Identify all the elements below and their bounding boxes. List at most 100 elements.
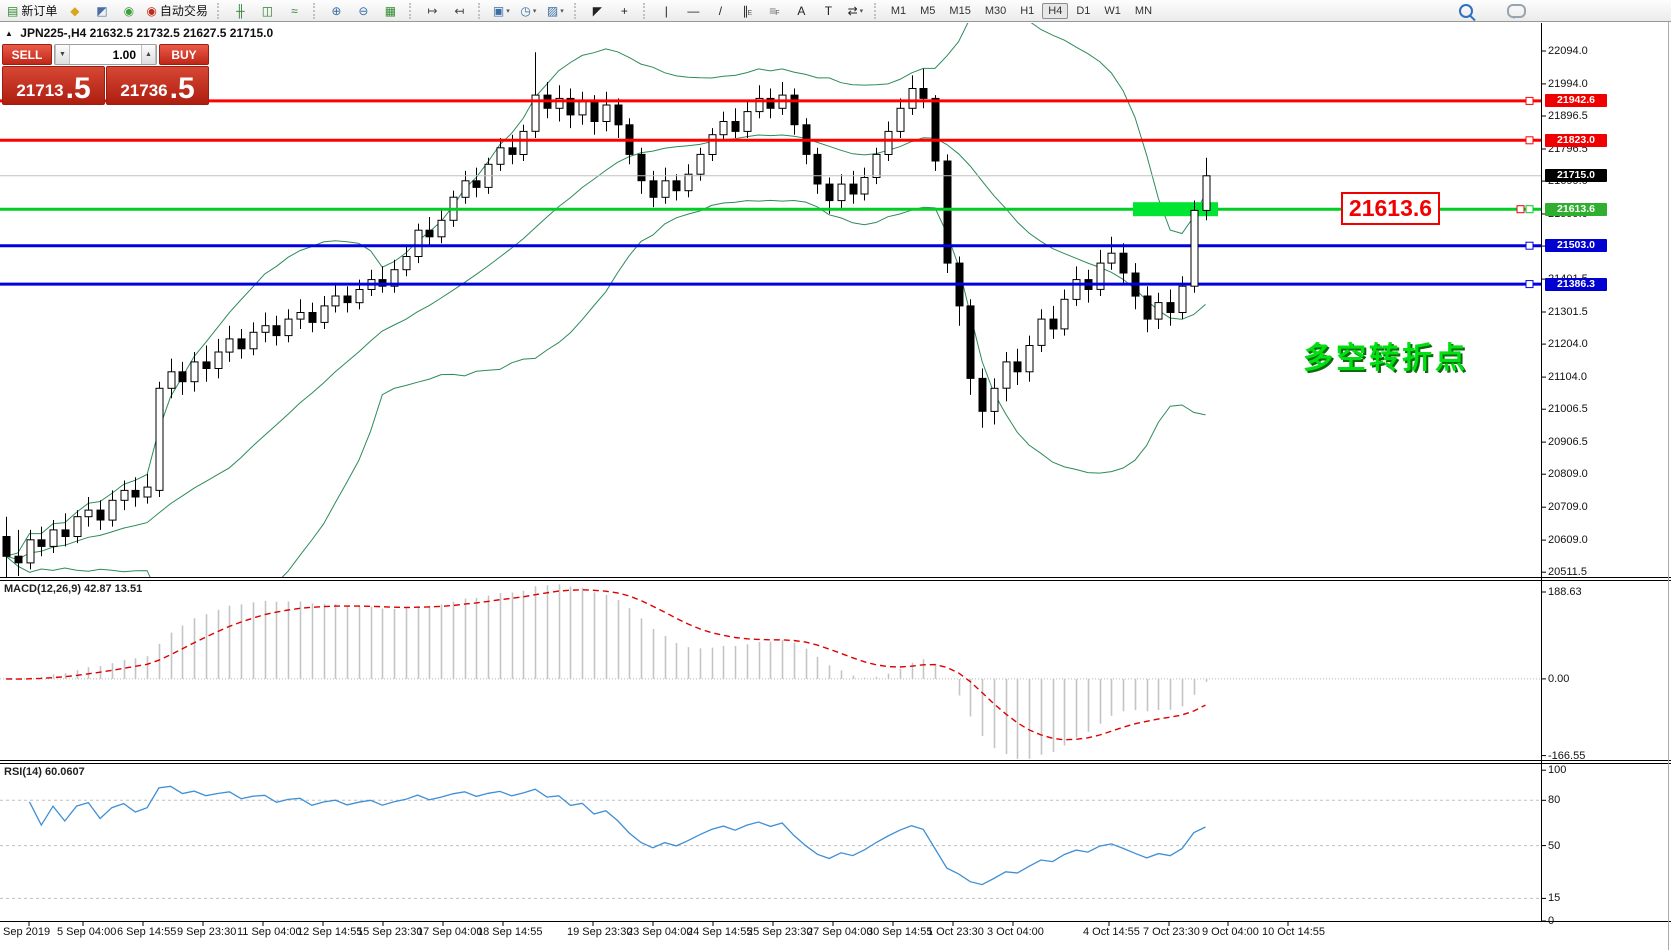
rsi-axis-tick: 15 [1548, 892, 1561, 905]
timeframe-button-h1[interactable]: H1 [1020, 4, 1035, 17]
time-axis-label: 23 Sep 04:00 [627, 926, 693, 938]
rsi-axis-tick: 50 [1548, 839, 1561, 852]
price-axis-tick: 22094.0 [1548, 44, 1588, 57]
bar-chart-icon[interactable]: ╫ [236, 3, 245, 18]
toolbar-separator [477, 2, 483, 19]
zoom-out-icon[interactable]: ⊖ [358, 3, 369, 18]
price-line-label: 21823.0 [1545, 133, 1607, 147]
macd-histogram [17, 584, 1208, 759]
volume-input[interactable] [70, 45, 141, 64]
price-axis-tick: 20906.5 [1548, 436, 1588, 449]
price-line-label: 21942.6 [1545, 94, 1607, 108]
price-axis-tick: 21006.5 [1548, 403, 1588, 416]
rsi-indicator-label: RSI(14) 60.0607 [4, 766, 85, 778]
line-handle[interactable] [1525, 280, 1534, 289]
bollinger-lower-band [5, 199, 1206, 577]
tile-windows-icon[interactable]: ▦ [384, 3, 397, 18]
label-icon[interactable]: T [824, 3, 833, 18]
community-icon[interactable]: ◩ [96, 3, 108, 18]
timeframe-button-m15[interactable]: M15 [949, 4, 971, 17]
price-axis-tick: 21104.0 [1548, 371, 1587, 384]
auto-scroll-icon[interactable]: ↦ [427, 3, 438, 18]
vertical-line-icon[interactable]: | [664, 3, 668, 18]
candlestick-series-latest [1190, 157, 1211, 293]
buy-button[interactable]: BUY [159, 44, 209, 65]
time-axis-label: 9 Oct 04:00 [1202, 926, 1259, 938]
rsi-panel [0, 785, 1541, 899]
line-handle[interactable] [1525, 136, 1534, 145]
sell-button[interactable]: SELL [2, 44, 52, 65]
macd-indicator-label: MACD(12,26,9) 42.87 13.51 [4, 583, 143, 595]
time-axis-label: 4 Oct 14:55 [1083, 926, 1140, 938]
autotrading-button[interactable]: ◉ 自动交易 [146, 3, 208, 18]
time-axis-label: 11 Sep 04:00 [237, 926, 302, 938]
horizontal-line-objects[interactable] [0, 99, 1541, 286]
horizontal-line-icon[interactable]: — [687, 3, 700, 18]
turning-point-annotation[interactable]: 多空转折点 [1303, 342, 1468, 375]
sell-price[interactable]: 21713 .5 [2, 66, 105, 105]
time-axis-label: 12 Sep 14:55 [297, 926, 363, 938]
toolbar-separator [312, 2, 318, 19]
time-axis-label: 19 Sep 23:30 [567, 926, 633, 938]
new-order-button[interactable]: ▤ 新订单 [7, 3, 58, 18]
timeframe-button-w1[interactable]: W1 [1104, 4, 1121, 17]
arrows-icon[interactable]: ⇄ ▾ [847, 3, 864, 18]
price-axis-tick: 21896.5 [1548, 110, 1588, 123]
price-annotation-label[interactable]: 21613.6 [1341, 192, 1440, 225]
line-handle[interactable] [1525, 96, 1534, 105]
periods-icon[interactable]: ◷ ▾ [520, 3, 537, 18]
volume-up-button[interactable]: ▲ [141, 45, 156, 64]
search-icon[interactable] [1459, 3, 1473, 18]
candle-chart-icon[interactable]: ◫ [261, 3, 274, 18]
time-axis-label: 27 Sep 04:00 [807, 926, 873, 938]
toolbar: ▤ 新订单 ◆ ◩ ◉ ◉ 自动交易 ╫ ◫ ≈ ⊕ ⊖ ▦ ↦ ↤ ▣ ▾ ◷ ▾ ▨ ▾ ◤ + | — / ∥ E ≡ F A T ⇄ ▾ M… [0, 0, 1671, 22]
line-handle[interactable] [1525, 241, 1534, 250]
toolbar-separator [873, 2, 879, 19]
time-axis-label: 15 Sep 23:30 [357, 926, 423, 938]
timeframe-button-mn[interactable]: MN [1134, 4, 1153, 17]
signals-icon[interactable]: ◉ [123, 3, 135, 18]
cursor-icon[interactable]: ◤ [592, 3, 602, 18]
price-axis-tick: 21301.5 [1548, 306, 1588, 319]
timeframe-button-m5[interactable]: M5 [920, 4, 936, 17]
crosshair-icon[interactable]: + [620, 3, 628, 18]
rsi-axis-tick: 80 [1548, 794, 1561, 807]
symbol-name: JPN225-,H4 [20, 26, 87, 40]
timeframe-button-d1[interactable]: D1 [1076, 4, 1091, 17]
sell-price-frac: .5 [65, 72, 91, 105]
chart-shift-icon[interactable]: ↤ [454, 3, 465, 18]
toolbar-separator [642, 2, 648, 19]
trendline-icon[interactable]: / [718, 3, 723, 18]
time-axis-label: 18 Sep 14:55 [477, 926, 543, 938]
line-handle[interactable] [1525, 205, 1534, 214]
fibonacci-icon[interactable]: ≡ F [769, 3, 780, 18]
buy-price[interactable]: 21736 .5 [106, 66, 209, 105]
macd-signal-line [5, 589, 1206, 741]
templates-icon[interactable]: ▨ ▾ [546, 3, 564, 18]
zoom-in-icon[interactable]: ⊕ [331, 3, 342, 18]
price-axis-tick: 20511.5 [1548, 566, 1587, 579]
timeframe-button-m30[interactable]: M30 [984, 4, 1007, 17]
line-chart-icon[interactable]: ≈ [291, 3, 298, 18]
volume-down-button[interactable]: ▼ [55, 45, 70, 64]
buy-price-main: 21736 [120, 81, 168, 101]
annotation-anchor-marker[interactable] [1516, 205, 1525, 214]
main-chart-panel [0, 23, 1541, 577]
macd-axis-tick: 188.63 [1548, 585, 1582, 598]
time-axis-label: 30 Sep 14:55 [867, 926, 933, 938]
timeframe-button-m1[interactable]: M1 [890, 4, 907, 17]
price-line-label: 21386.3 [1545, 277, 1607, 291]
rsi-axis-tick: 100 [1548, 764, 1567, 777]
text-icon[interactable]: A [797, 3, 806, 18]
chat-icon[interactable] [1507, 3, 1526, 19]
channel-icon[interactable]: ∥ E [742, 3, 753, 18]
time-axis-label: 25 Sep 23:30 [747, 926, 813, 938]
symbol-collapse-icon[interactable]: ▲ [5, 29, 13, 38]
market-watch-icon[interactable]: ◆ [70, 3, 80, 18]
time-axis-label: 1 Oct 23:30 [927, 926, 984, 938]
timeframe-button-h4[interactable]: H4 [1042, 2, 1069, 19]
new-chart-icon[interactable]: ▣ ▾ [492, 3, 510, 18]
price-axis-tick: 20709.0 [1548, 501, 1588, 514]
symbol-ohlc-values: 21632.5 21732.5 21627.5 21715.0 [89, 26, 274, 40]
